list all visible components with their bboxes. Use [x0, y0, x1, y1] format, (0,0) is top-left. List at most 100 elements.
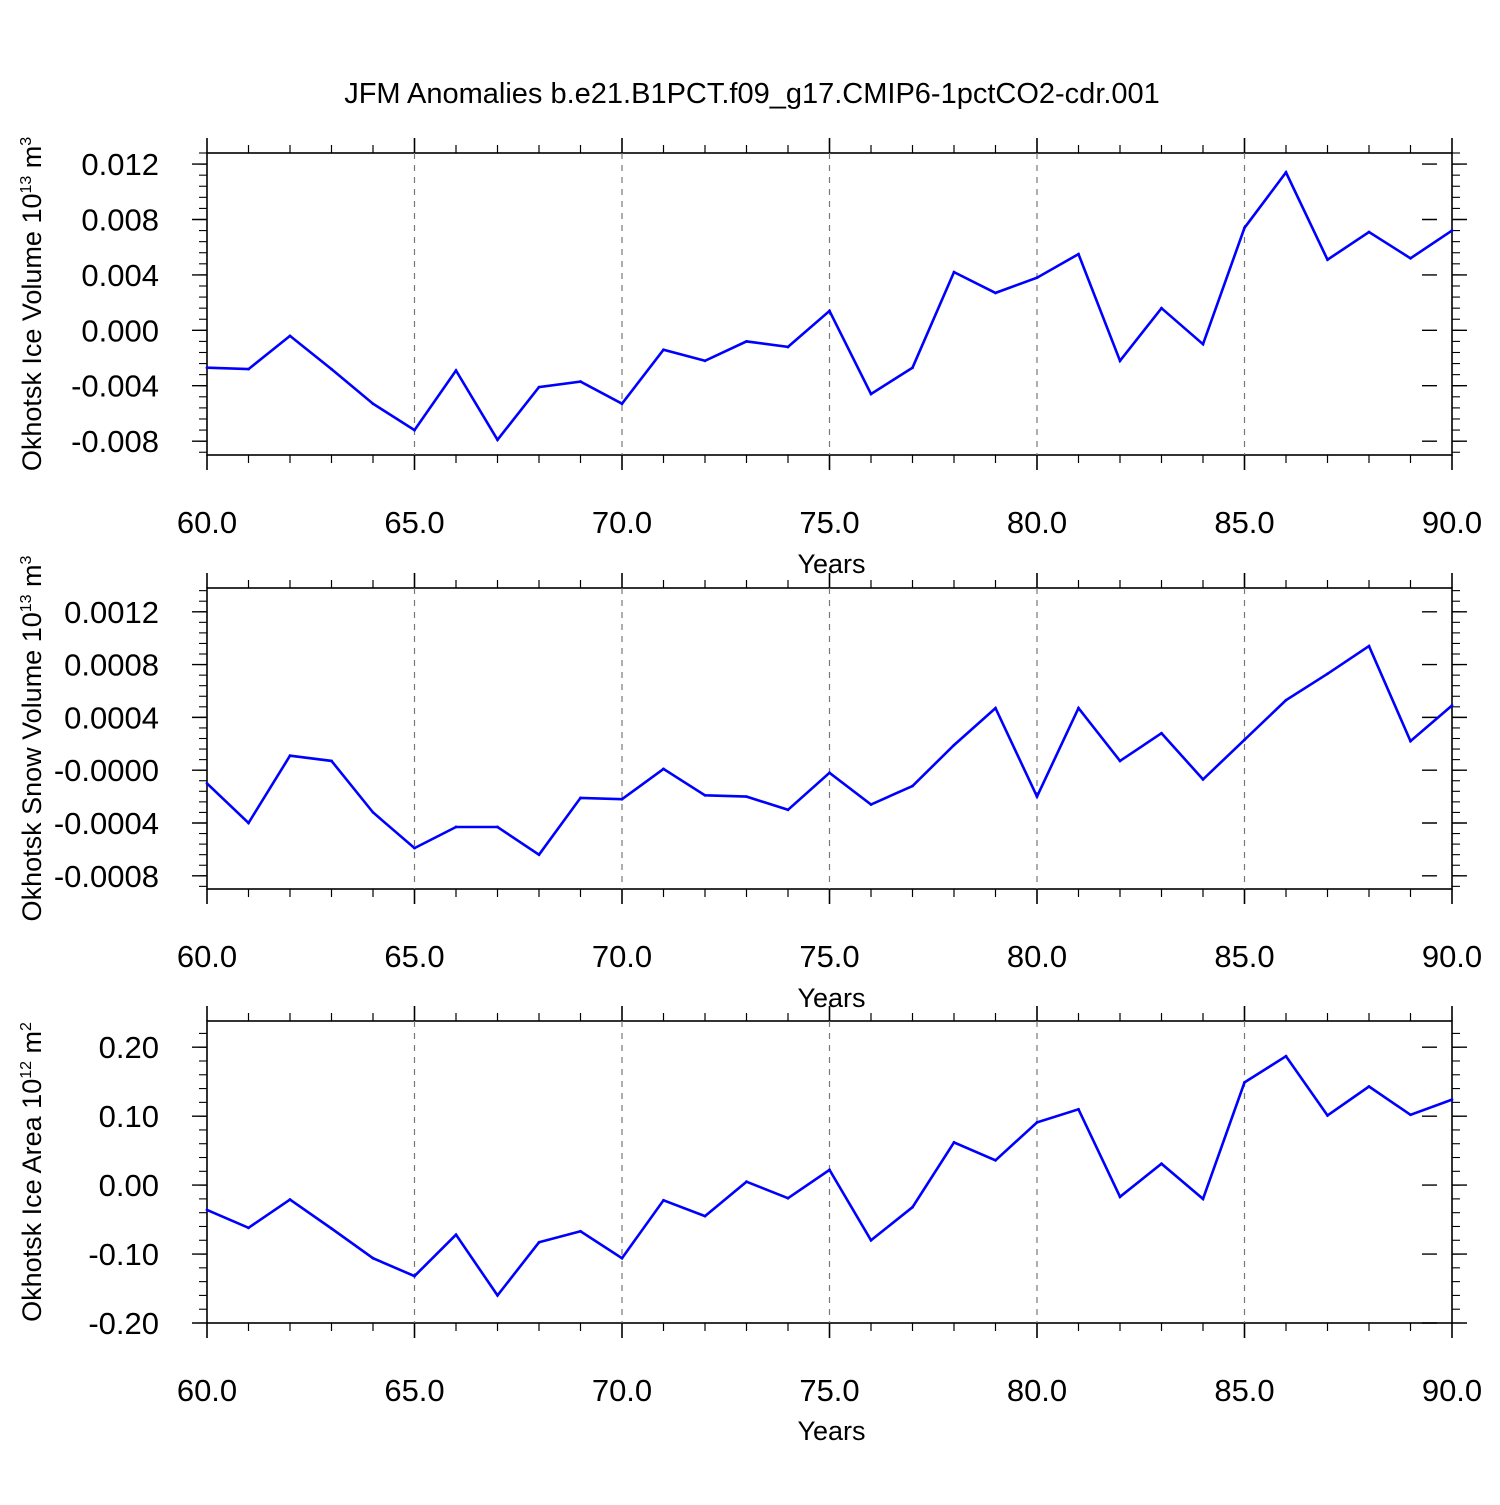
x-tick-label: 70.0: [592, 939, 652, 974]
y-axis-title-superscript: 3: [18, 555, 35, 564]
y-tick-label: -0.0008: [54, 859, 159, 894]
data-point: [288, 754, 292, 758]
data-point: [413, 846, 416, 850]
data-point: [1409, 739, 1412, 743]
data-point: [1326, 1114, 1329, 1117]
data-point: [1450, 1098, 1454, 1102]
y-tick-label: 0.004: [81, 258, 159, 293]
data-point: [330, 367, 333, 371]
data-point: [1367, 230, 1371, 234]
y-tick-label: 0.000: [81, 313, 159, 348]
data-point: [1367, 644, 1371, 648]
data-point: [1160, 731, 1163, 735]
data-point: [786, 345, 790, 349]
data-point: [454, 1233, 458, 1237]
data-point: [1077, 706, 1080, 710]
chart-title: JFM Anomalies b.e21.B1PCT.f09_g17.CMIP6-…: [344, 78, 1160, 110]
data-point: [1284, 170, 1288, 174]
data-point: [1284, 698, 1288, 702]
x-tick-label: 70.0: [592, 505, 652, 540]
data-point: [1118, 359, 1122, 363]
y-tick-label: 0.10: [99, 1099, 159, 1134]
data-point: [1450, 704, 1454, 707]
chart-panel-1: 60.0 65.0 70.0 75.0 80.0 85.0 90.0 0.012 0.008 0.…: [17, 137, 1482, 579]
data-point: [745, 795, 748, 798]
data-point: [205, 781, 209, 785]
data-point: [537, 385, 541, 389]
x-tick-label: 80.0: [1007, 505, 1067, 540]
y-tick-label: -0.10: [88, 1237, 159, 1272]
y-axis-title-part: Okhotsk Ice Volume 10: [17, 194, 47, 472]
y-tick-label: -0.0004: [54, 806, 159, 841]
x-tick-label: 90.0: [1422, 505, 1482, 540]
data-point: [745, 340, 748, 343]
data-point: [869, 1238, 873, 1242]
data-point: [911, 784, 914, 788]
chart-panel-3: 60.0 65.0 70.0 75.0 80.0 85.0 90.0 0.20 0.10 0.00…: [17, 1006, 1482, 1446]
x-tick-label: 75.0: [799, 505, 859, 540]
data-point: [1201, 342, 1205, 346]
data-point: [994, 291, 997, 295]
data-point: [828, 1168, 831, 1172]
data-point: [828, 771, 831, 775]
y-axis-title-superscript: 12: [18, 1061, 35, 1079]
data-point: [662, 767, 665, 771]
chart-panel-2: 60.0 65.0 70.0 75.0 80.0 85.0 90.0 0.0012 0.0008…: [17, 555, 1482, 1013]
x-tick-label: 65.0: [384, 505, 444, 540]
data-point: [247, 821, 250, 825]
data-point: [579, 1229, 582, 1233]
data-point: [413, 1274, 416, 1278]
data-point: [371, 402, 375, 406]
y-axis-title-part: m: [17, 1031, 47, 1061]
x-tick-label: 90.0: [1422, 939, 1482, 974]
y-tick-label: 0.012: [81, 147, 159, 182]
x-tick-label: 60.0: [177, 939, 237, 974]
data-point: [330, 1227, 333, 1230]
data-series-line: [206, 1054, 1453, 1298]
data-point: [1160, 1162, 1163, 1166]
data-point: [1326, 258, 1329, 262]
data-point: [1118, 759, 1122, 763]
data-point: [786, 808, 790, 812]
y-tick-label: 0.0012: [64, 595, 159, 630]
x-tick-label: 85.0: [1214, 505, 1274, 540]
x-tick-label: 80.0: [1007, 1373, 1067, 1408]
y-tick-label: -0.008: [71, 424, 159, 459]
data-point: [620, 402, 624, 406]
data-point: [496, 825, 499, 829]
y-tick-label: 0.20: [99, 1030, 159, 1065]
y-tick-label: -0.20: [88, 1306, 159, 1341]
data-point: [205, 1208, 209, 1212]
x-axis-title: Years: [797, 1416, 865, 1446]
data-point: [205, 366, 209, 370]
x-axis-title: Years: [797, 549, 865, 579]
y-tick-label: 0.008: [81, 202, 159, 237]
data-point: [454, 825, 458, 829]
y-tick-label: -0.004: [71, 369, 159, 404]
x-tick-label: 85.0: [1214, 1373, 1274, 1408]
data-point: [1243, 226, 1246, 230]
data-point: [1409, 1113, 1412, 1117]
y-axis-title-part: m: [17, 564, 47, 594]
x-tick-label: 80.0: [1007, 939, 1067, 974]
y-axis-title-superscript: 13: [18, 176, 35, 194]
data-point: [579, 796, 582, 800]
data-point: [1077, 1107, 1080, 1111]
data-point: [1284, 1054, 1288, 1058]
data-point: [1035, 1120, 1039, 1124]
data-point: [745, 1180, 748, 1184]
y-tick-label: -0.0000: [54, 753, 159, 788]
data-point: [1409, 256, 1412, 260]
data-point: [288, 1198, 292, 1201]
y-axis-title-part: m: [17, 146, 47, 176]
data-point: [1326, 672, 1329, 676]
data-point: [330, 759, 333, 763]
x-tick-label: 60.0: [177, 1373, 237, 1408]
data-point: [247, 367, 250, 371]
data-point: [994, 706, 997, 710]
data-point: [1201, 1197, 1205, 1201]
data-point: [371, 1256, 375, 1260]
y-axis-title-superscript: 3: [18, 137, 35, 146]
